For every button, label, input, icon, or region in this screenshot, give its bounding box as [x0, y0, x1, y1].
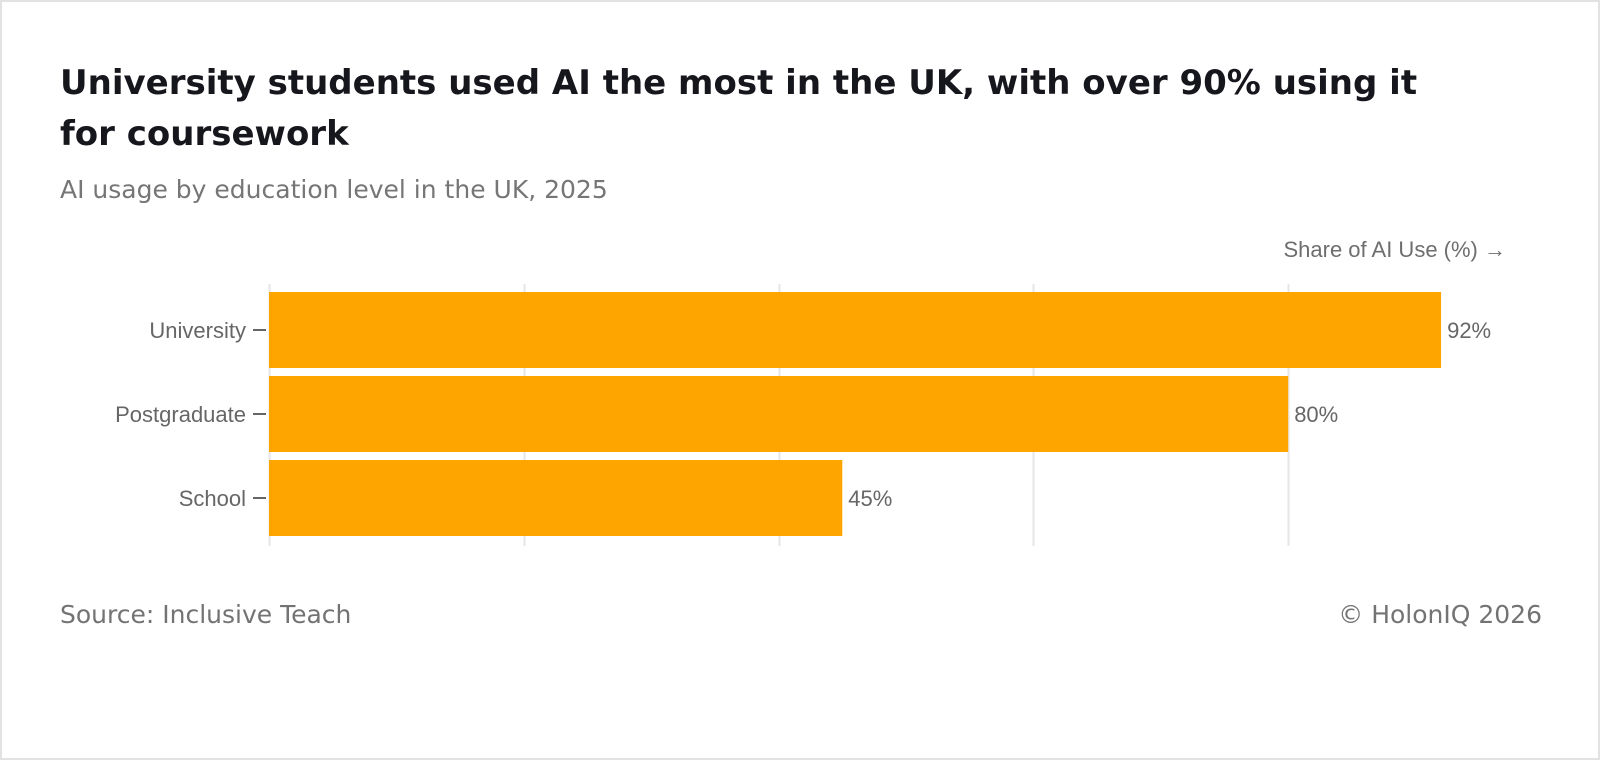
chart-title: University students used AI the most in …: [60, 63, 1418, 154]
copyright-note: © HolonIQ 2026: [1338, 600, 1542, 629]
bar: [269, 460, 843, 536]
x-axis-title: Share of AI Use (%) →: [1283, 237, 1506, 262]
chart-subtitle: AI usage by education level in the UK, 2…: [60, 175, 608, 204]
y-tick-label: University: [149, 318, 246, 343]
y-tick-label: Postgraduate: [115, 402, 246, 427]
data-label: 92%: [1447, 318, 1491, 343]
data-label: 80%: [1294, 402, 1338, 427]
y-tick-label: School: [179, 486, 246, 511]
source-note: Source: Inclusive Teach: [60, 600, 352, 629]
bar: [269, 376, 1289, 452]
bar: [269, 292, 1442, 368]
data-label: 45%: [848, 486, 892, 511]
